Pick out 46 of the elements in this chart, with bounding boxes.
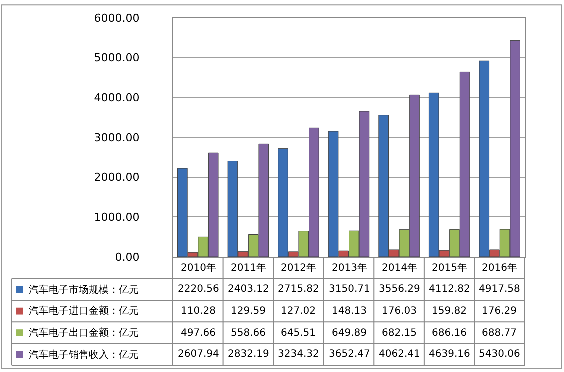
data-label: 159.82 — [432, 306, 467, 317]
y-tick-label: 2000.00 — [94, 171, 140, 184]
legend-label: 汽车电子销售收入：亿元 — [29, 349, 139, 361]
data-label: 110.28 — [181, 306, 216, 317]
data-label: 4062.41 — [379, 349, 420, 360]
y-tick-label: 0.00 — [115, 250, 140, 264]
x-tick-label: 2015年 — [432, 262, 468, 274]
data-label: 2220.56 — [178, 284, 220, 295]
data-label: 3652.47 — [329, 349, 370, 360]
x-tick-label: 2016年 — [482, 262, 518, 274]
x-tick-label: 2013年 — [332, 262, 368, 274]
data-label: 688.77 — [482, 328, 517, 339]
data-label: 2832.19 — [228, 349, 270, 360]
data-label: 4917.58 — [479, 284, 520, 295]
data-label: 127.02 — [281, 306, 316, 317]
data-label: 2607.94 — [178, 349, 220, 360]
y-tick-label: 3000.00 — [94, 131, 140, 144]
data-label: 176.29 — [482, 306, 517, 317]
data-label: 3556.29 — [379, 284, 420, 295]
x-tick-label: 2010年 — [181, 262, 216, 274]
data-label: 3150.71 — [329, 284, 370, 295]
y-tick-label: 1000.00 — [94, 211, 140, 224]
data-label: 2715.82 — [278, 284, 320, 295]
data-label: 3234.32 — [278, 349, 320, 360]
data-label: 649.89 — [332, 328, 367, 339]
x-tick-label: 2014年 — [382, 262, 418, 274]
data-label: 682.15 — [382, 328, 417, 339]
y-tick-label: 5000.00 — [94, 52, 140, 65]
data-label: 4639.16 — [429, 349, 470, 360]
data-label: 497.66 — [181, 328, 216, 339]
data-label: 645.51 — [281, 328, 316, 339]
data-label: 148.13 — [332, 306, 367, 317]
data-label: 558.66 — [231, 328, 266, 339]
data-label: 5430.06 — [479, 349, 520, 360]
y-tick-label: 6000.00 — [94, 12, 140, 25]
legend-label: 汽车电子市场规模：亿元 — [29, 284, 139, 296]
x-tick-label: 2011年 — [231, 262, 266, 274]
legend-label: 汽车电子出口金额：亿元 — [29, 327, 139, 339]
legend-label: 汽车电子进口金额：亿元 — [29, 305, 139, 317]
data-label: 129.59 — [231, 306, 266, 317]
x-tick-label: 2012年 — [281, 262, 316, 274]
data-label: 176.03 — [382, 306, 417, 317]
data-label: 4112.82 — [429, 284, 470, 295]
data-label: 2403.12 — [228, 284, 270, 295]
y-tick-label: 4000.00 — [94, 92, 140, 105]
data-label: 686.16 — [432, 328, 467, 339]
